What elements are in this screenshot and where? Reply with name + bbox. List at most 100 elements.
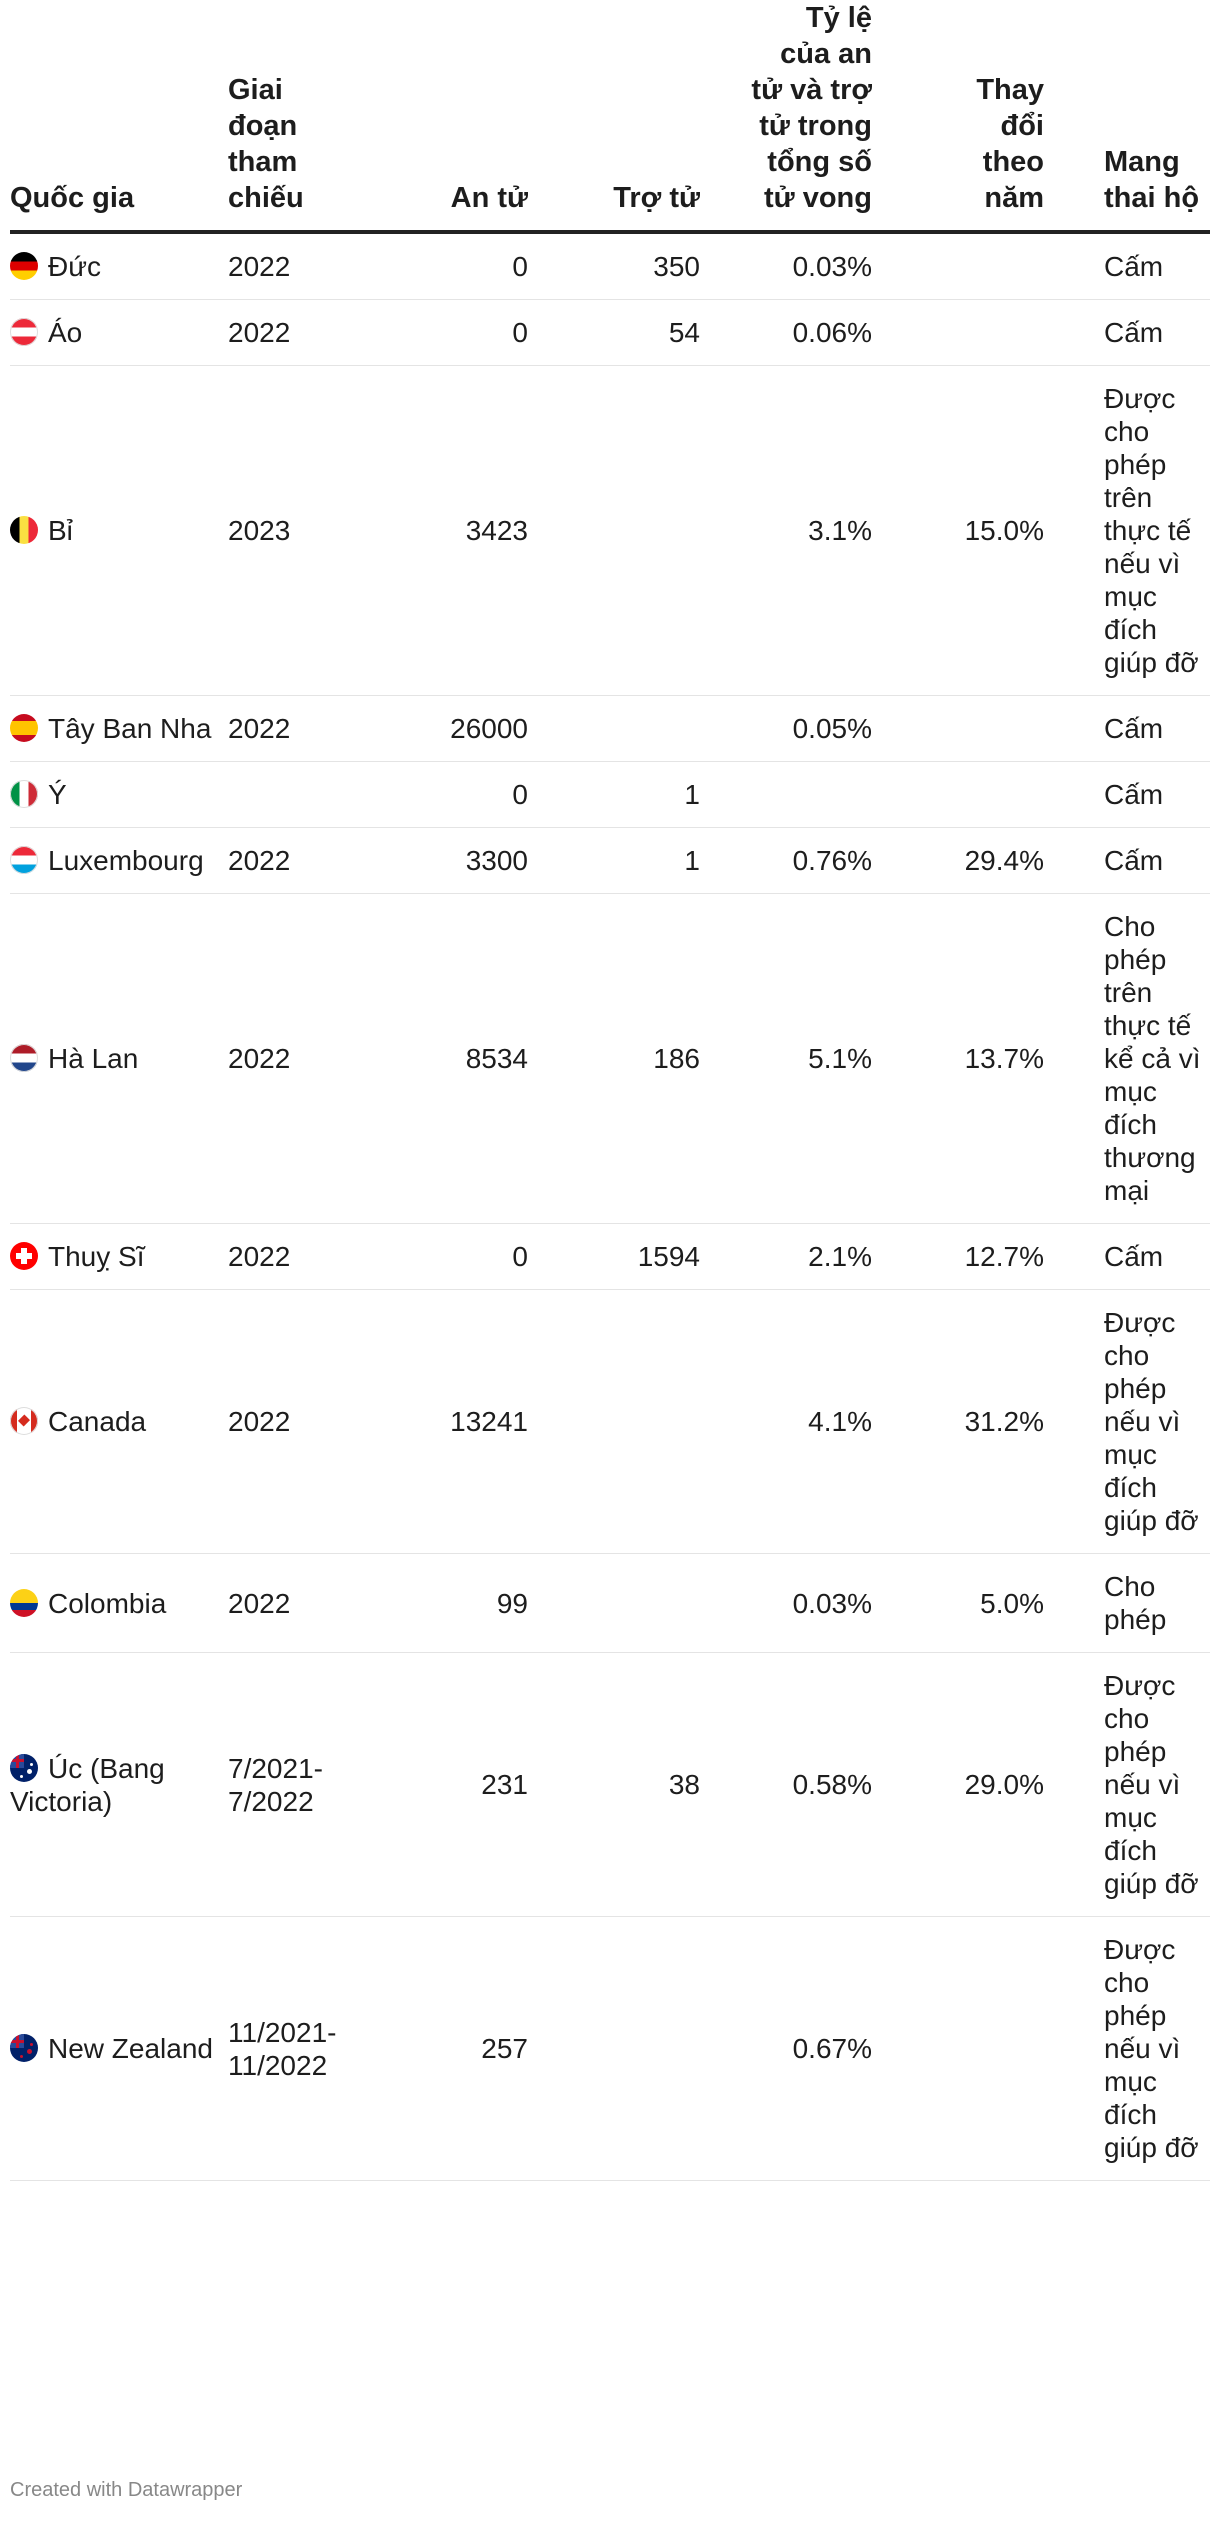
country-cell-text: Luxembourg [48, 845, 204, 876]
nl-flag-icon [10, 1044, 38, 1072]
change-cell [872, 761, 1044, 828]
euthanasia-cell-text: 26000 [450, 713, 528, 744]
footer-credit[interactable]: Created with Datawrapper [10, 2479, 243, 2501]
surrogacy-cell: Được cho phép nếu vì mục đích giúp đỡ [1044, 1916, 1210, 2181]
period-cell: 2022 [228, 695, 378, 762]
euthanasia-cell: 0 [378, 232, 528, 300]
share-cell: 0.76% [700, 827, 872, 894]
surrogacy-cell-text: Cấm [1104, 251, 1164, 282]
assisted-cell-text: 1 [684, 779, 700, 810]
assisted-cell [528, 695, 700, 762]
period-cell: 2022 [228, 1223, 378, 1290]
country-cell-text: Ý [48, 779, 67, 810]
euthanasia-cell: 26000 [378, 695, 528, 762]
assisted-cell-text: 54 [668, 317, 700, 348]
euthanasia-cell: 99 [378, 1553, 528, 1653]
data-table-container: Quốc gia Giai đoạn tham chiếu An tử Trợ … [10, 0, 1210, 2181]
period-cell: 2023 [228, 365, 378, 696]
header-period[interactable]: Giai đoạn tham chiếu [228, 0, 378, 234]
share-cell: 4.1% [700, 1289, 872, 1554]
table-row: Áo 2022 0 54 0.06% Cấm [10, 299, 1210, 366]
surrogacy-cell-text: Cho phép trên thực tế kể cả vì mục đích … [1104, 911, 1201, 1206]
header-country[interactable]: Quốc gia [10, 0, 228, 234]
share-cell: 2.1% [700, 1223, 872, 1290]
surrogacy-cell-text: Được cho phép nếu vì mục đích giúp đỡ [1104, 1307, 1199, 1536]
surrogacy-cell-text: Cấm [1104, 1241, 1164, 1272]
table-row: Bỉ 2023 3423 3.1% 15.0% Được cho phép trên th… [10, 365, 1210, 696]
header-assisted[interactable]: Trợ tử [528, 0, 700, 234]
period-cell-text: 2022 [228, 1043, 291, 1074]
country-cell: Ý [10, 761, 228, 828]
assisted-cell-text: 350 [653, 251, 700, 282]
de-flag-icon [10, 252, 38, 280]
change-cell-text: 13.7% [964, 1043, 1044, 1074]
change-cell: 13.7% [872, 893, 1044, 1224]
table-row: Colombia 2022 99 0.03% 5.0% Cho phép [10, 1553, 1210, 1653]
table-row: Canada 2022 13241 4.1% 31.2% Được cho phép nế… [10, 1289, 1210, 1554]
share-cell: 0.67% [700, 1916, 872, 2181]
header-euthanasia[interactable]: An tử [378, 0, 528, 234]
header-surrogacy[interactable]: Mang thai hộ [1044, 0, 1210, 234]
period-cell: 2022 [228, 232, 378, 300]
euthanasia-cell-text: 231 [481, 1769, 528, 1800]
share-cell: 3.1% [700, 365, 872, 696]
period-cell-text: 2023 [228, 515, 291, 546]
es-flag-icon [10, 714, 38, 742]
country-cell-text: Đức [48, 251, 101, 282]
country-cell-text: Thuỵ Sĩ [48, 1241, 145, 1272]
share-cell-text: 0.06% [792, 317, 872, 348]
surrogacy-cell: Cho phép [1044, 1553, 1210, 1653]
header-change[interactable]: Thay đổi theo năm [872, 0, 1044, 234]
country-cell-text: Canada [48, 1406, 147, 1437]
assisted-cell-text: 38 [668, 1769, 700, 1800]
country-cell: Luxembourg [10, 827, 228, 894]
table-row: New Zealand 11/2021-11/2022 257 0.67% Được c… [10, 1916, 1210, 2181]
change-cell-text: 15.0% [964, 515, 1044, 546]
euthanasia-cell-text: 0 [512, 779, 528, 810]
share-cell: 0.03% [700, 232, 872, 300]
country-cell-text: Tây Ban Nha [48, 713, 212, 744]
co-flag-icon [10, 1588, 38, 1617]
euthanasia-cell: 3300 [378, 827, 528, 894]
au-flag-icon [10, 1753, 38, 1782]
period-cell [228, 761, 378, 828]
assisted-cell: 54 [528, 299, 700, 366]
period-cell: 2022 [228, 1289, 378, 1554]
country-cell: New Zealand [10, 1916, 228, 2181]
share-cell-text: 0.05% [792, 713, 872, 744]
period-cell-text: 2022 [228, 1587, 291, 1619]
surrogacy-cell-text: Cho phép [1104, 1571, 1167, 1635]
euthanasia-cell-text: 0 [512, 317, 528, 348]
share-cell: 5.1% [700, 893, 872, 1224]
header-share[interactable]: Tỷ lệ của an tử và trợ tử trong tổng số … [700, 0, 872, 234]
euthanasia-cell-text: 0 [512, 251, 528, 282]
surrogacy-cell: Cấm [1044, 695, 1210, 762]
country-cell-text: Bỉ [48, 515, 73, 546]
euthanasia-cell: 0 [378, 299, 528, 366]
period-cell: 11/2021-11/2022 [228, 1916, 378, 2181]
euthanasia-cell-text: 99 [496, 1587, 528, 1619]
change-cell-text: 29.4% [964, 845, 1044, 876]
period-cell: 7/2021-7/2022 [228, 1652, 378, 1917]
lu-flag-icon [10, 846, 38, 874]
assisted-cell-text: 186 [653, 1043, 700, 1074]
period-cell-text: 2022 [228, 713, 291, 744]
country-cell: Úc (Bang Victoria) [10, 1652, 228, 1917]
share-cell-text: 0.03% [792, 251, 872, 282]
surrogacy-cell-text: Cấm [1104, 779, 1164, 810]
change-cell [872, 1916, 1044, 2181]
assisted-cell-text: 1594 [637, 1241, 700, 1272]
surrogacy-cell: Được cho phép trên thực tế nếu vì mục đí… [1044, 365, 1210, 696]
assisted-cell: 1 [528, 761, 700, 828]
surrogacy-cell: Được cho phép nếu vì mục đích giúp đỡ [1044, 1652, 1210, 1917]
nz-flag-icon [10, 2034, 38, 2062]
change-cell: 12.7% [872, 1223, 1044, 1290]
country-cell: Bỉ [10, 365, 228, 696]
assisted-cell: 38 [528, 1652, 700, 1917]
country-cell: Đức [10, 232, 228, 300]
period-cell-text: 7/2021-7/2022 [228, 1752, 323, 1817]
assisted-cell [528, 1289, 700, 1554]
share-cell [700, 761, 872, 828]
table-row: Hà Lan 2022 8534 186 5.1% 13.7% Cho phép trên … [10, 893, 1210, 1224]
assisted-cell [528, 1916, 700, 2181]
